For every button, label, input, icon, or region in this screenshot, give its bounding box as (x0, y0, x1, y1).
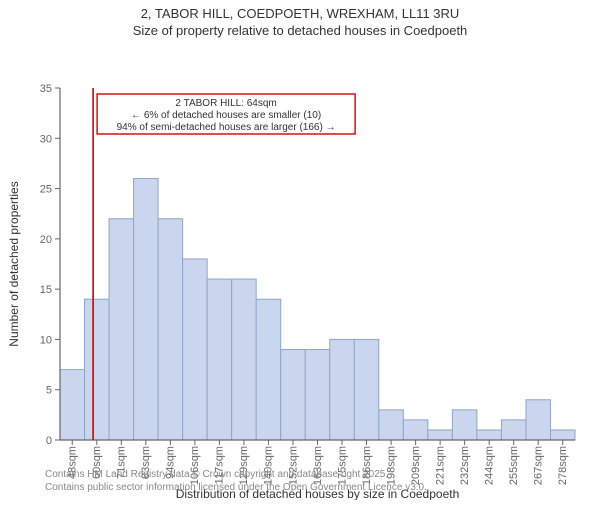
marker-label: 2 TABOR HILL: 64sqm (175, 98, 276, 109)
histogram-bar (60, 369, 85, 439)
x-tick-label: 267sqm (533, 446, 545, 485)
marker-smaller: ← 6% of detached houses are smaller (10) (131, 110, 321, 121)
histogram-bar (305, 349, 330, 440)
y-axis-label: Number of detached properties (7, 181, 21, 346)
histogram-bar (354, 339, 379, 440)
x-tick-label: 255sqm (508, 446, 520, 485)
svg-text:35: 35 (40, 83, 52, 95)
histogram-bar (428, 430, 453, 440)
histogram-bar (256, 299, 281, 440)
histogram-bar (281, 349, 306, 440)
x-tick-label: 244sqm (483, 446, 495, 485)
histogram-bar (452, 410, 477, 440)
chart-title-2: Size of property relative to detached ho… (0, 23, 600, 40)
footer-attribution: Contains HM Land Registry data © Crown c… (45, 469, 427, 494)
marker-larger: 94% of semi-detached houses are larger (… (117, 122, 336, 133)
svg-text:15: 15 (40, 284, 52, 296)
histogram-bar (183, 259, 208, 440)
svg-text:5: 5 (46, 384, 52, 396)
histogram-bar (85, 299, 110, 440)
svg-text:30: 30 (40, 133, 52, 145)
histogram-bar (109, 219, 134, 440)
x-tick-label: 278sqm (557, 446, 569, 485)
histogram-bar (379, 410, 404, 440)
histogram-bar (477, 430, 502, 440)
histogram-bar (158, 219, 183, 440)
histogram-bar (526, 400, 551, 440)
svg-text:20: 20 (40, 234, 52, 246)
histogram-chart: 0510152025303548sqm60sqm71sqm83sqm94sqm1… (0, 40, 600, 505)
x-tick-label: 221sqm (434, 446, 446, 485)
histogram-bar (134, 178, 159, 439)
x-tick-label: 232sqm (459, 446, 471, 485)
footer-line-1: Contains HM Land Registry data © Crown c… (45, 469, 427, 482)
svg-text:10: 10 (40, 334, 52, 346)
histogram-bar (207, 279, 232, 440)
svg-text:0: 0 (46, 435, 52, 447)
footer-line-2: Contains public sector information licen… (45, 482, 427, 495)
histogram-bar (330, 339, 355, 440)
histogram-bar (403, 420, 428, 440)
histogram-bar (550, 430, 575, 440)
chart-title-1: 2, TABOR HILL, COEDPOETH, WREXHAM, LL11 … (0, 0, 600, 23)
histogram-bar (501, 420, 526, 440)
svg-text:25: 25 (40, 183, 52, 195)
histogram-bar (232, 279, 257, 440)
